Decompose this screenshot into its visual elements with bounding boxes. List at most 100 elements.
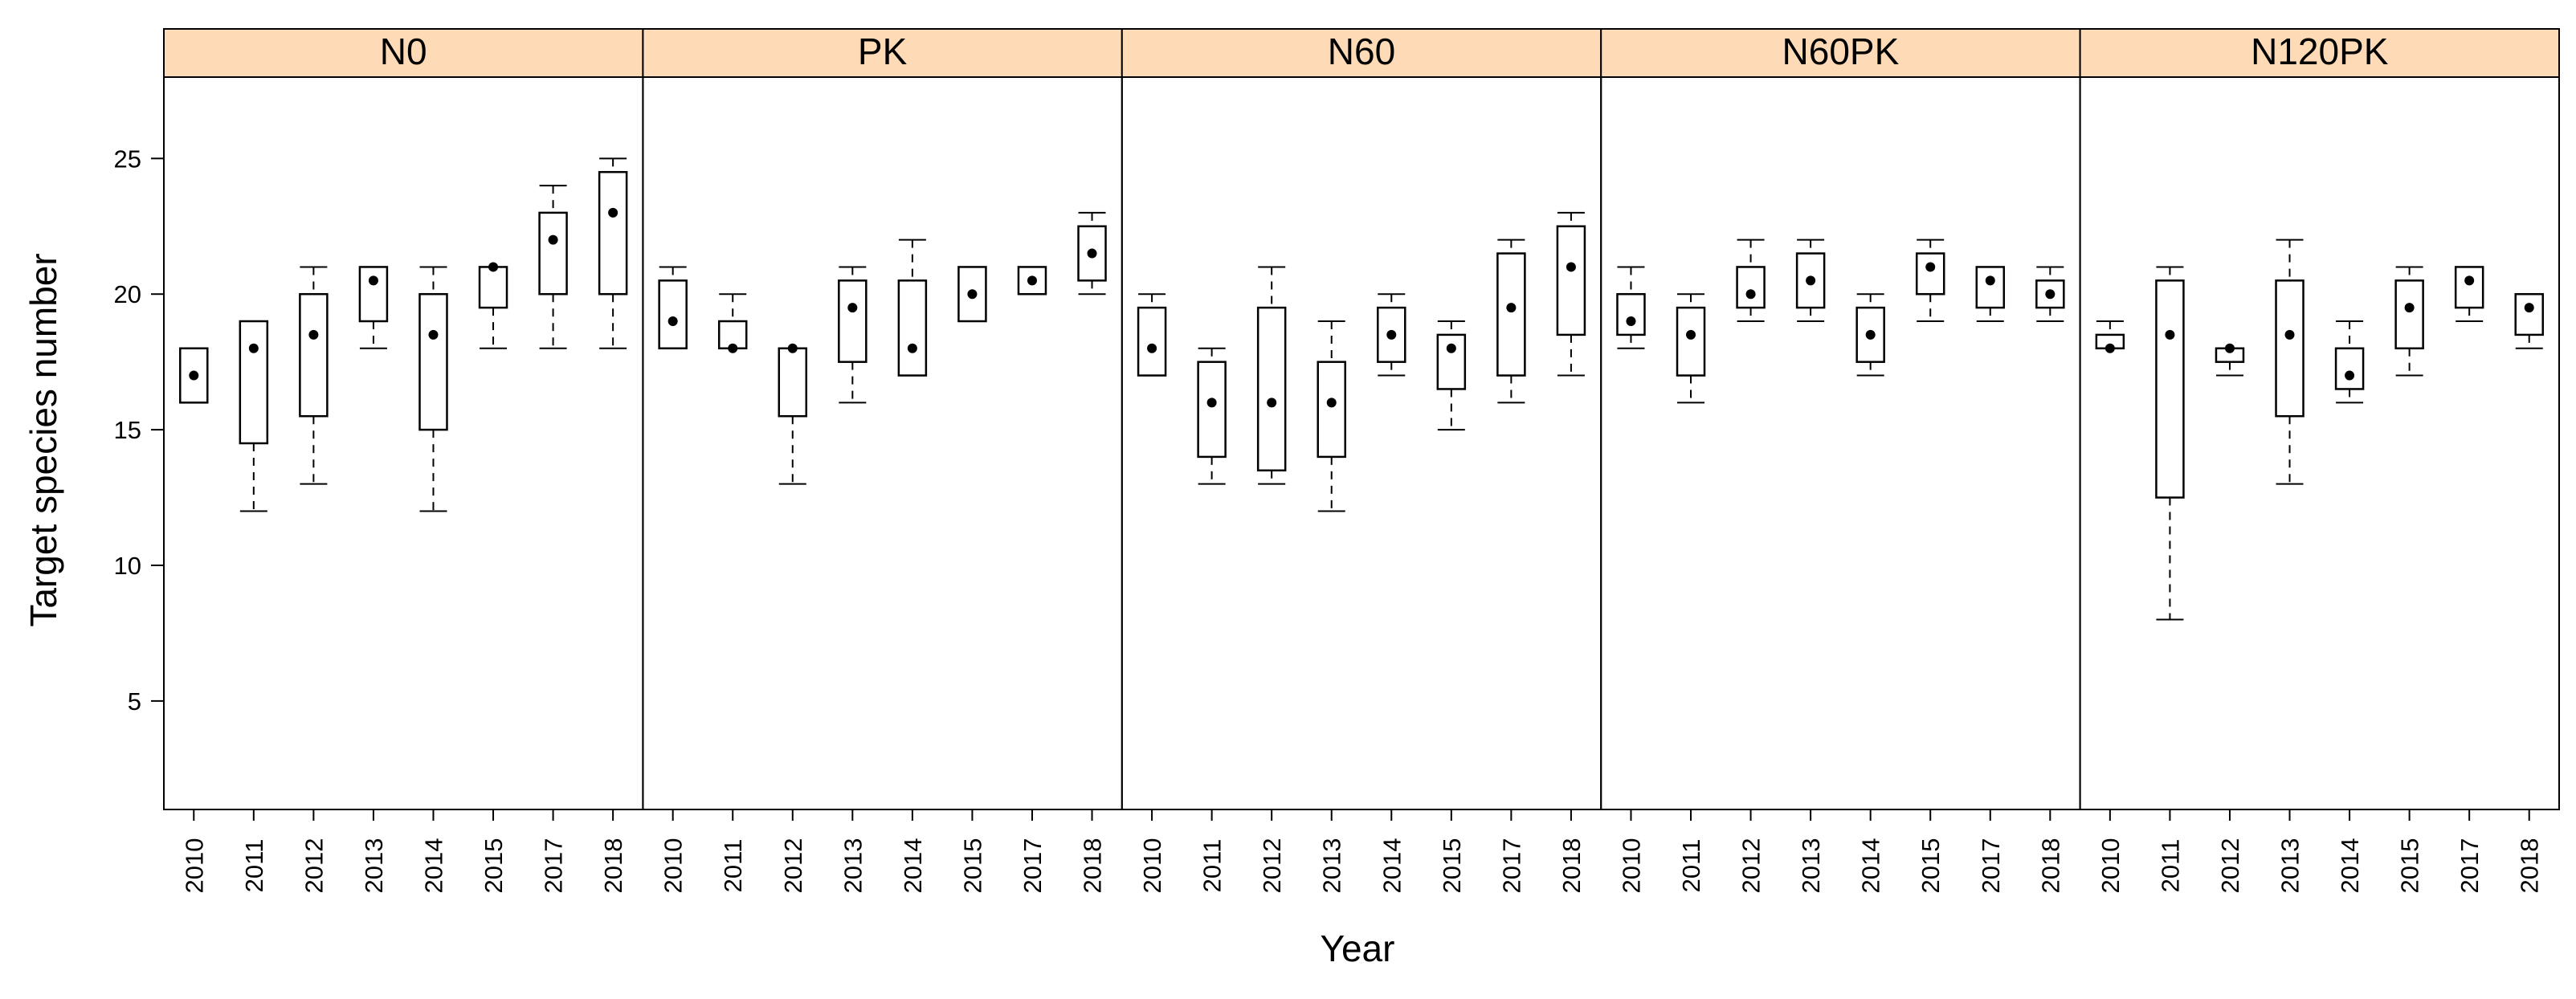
box-n60pk-2015 [1915,239,1945,322]
box-pk-2014 [897,239,928,377]
iqr-box [838,279,868,363]
iqr-box [2275,279,2305,418]
median-dot [2045,289,2055,300]
x-tick-label: 2017 [1019,838,1047,894]
median-dot [1985,275,1995,286]
iqr-box [658,279,688,350]
iqr-box [239,320,269,445]
x-tick-label: 2012 [1737,838,1766,894]
iqr-box [1256,306,1287,472]
iqr-box [1915,252,1945,296]
x-tick-label: 2014 [2336,838,2364,894]
iqr-box [1795,252,1826,309]
iqr-box [1736,266,1766,309]
iqr-box [1676,306,1706,377]
median-dot [1626,316,1636,326]
x-tick-label: 2015 [2396,838,2424,894]
panel-frame [642,76,1123,810]
x-tick-label: 2013 [1318,838,1346,894]
median-dot [2404,303,2415,313]
median-dot [308,329,319,340]
iqr-box [2394,279,2424,350]
median-dot [1206,398,1217,408]
iqr-box [1017,266,1047,296]
median-dot [1386,329,1397,340]
box-n60pk-2011 [1676,293,1706,404]
iqr-box [1197,361,1227,459]
iqr-box [2035,279,2065,309]
box-n0-2010 [179,347,209,404]
median-dot [1506,303,1517,313]
panel-n120pk: N120PK 2010 2011 2012 2013 2014 2015 2017 2018 [2079,28,2561,894]
x-tick-label: 2012 [779,838,807,894]
median-dot [1446,343,1456,353]
x-tick-label: 2011 [719,839,747,893]
x-tick-label: 2013 [839,838,867,894]
median-dot [787,343,798,353]
median-dot [1027,275,1037,286]
median-dot [907,343,917,353]
panel-n60: N60 2010 2011 2012 2013 2014 2015 2017 2018 [1121,28,1602,894]
iqr-box [1377,306,1406,363]
box-n0-2013 [358,266,389,349]
x-tick-label: 2014 [419,838,447,894]
median-dot [2345,370,2355,381]
box-n60-2011 [1197,347,1227,485]
x-tick-label: 2017 [2456,838,2484,894]
box-n0-2011 [239,320,269,512]
iqr-box [478,266,508,309]
box-n120pk-2018 [2514,292,2544,349]
box-n60pk-2012 [1736,239,1766,322]
box-n120pk-2011 [2155,266,2185,621]
x-tick-label: 2010 [2096,838,2125,894]
median-dot [1267,398,1277,408]
median-dot [728,343,738,353]
iqr-box [2334,347,2365,390]
x-tick-label: 2010 [180,838,208,894]
iqr-box [418,292,448,431]
x-tick-label: 2014 [899,838,927,894]
iqr-box [897,279,928,377]
x-tick-label: 2014 [1857,838,1885,894]
iqr-box [778,347,808,418]
x-tick-label: 2011 [240,839,268,893]
median-dot [667,316,678,326]
x-tick-label: 2015 [1917,838,1945,894]
box-n60-2010 [1137,293,1167,377]
median-dot [1326,398,1337,408]
x-tick-label: 2013 [1797,838,1825,894]
x-tick-label: 2017 [1977,838,2005,894]
median-dot [967,289,978,300]
box-n120pk-2012 [2215,343,2245,377]
y-tick-label: 20 [114,280,141,308]
box-n60-2015 [1436,320,1467,431]
box-n60pk-2018 [2035,266,2065,322]
iqr-box [957,266,987,323]
iqr-box [1077,225,1107,282]
x-tick-label: 2017 [1497,838,1525,894]
box-pk-2011 [717,293,748,353]
median-dot [1865,329,1876,340]
box-pk-2015 [957,266,987,323]
iqr-box [1496,252,1526,377]
box-pk-2010 [658,266,688,350]
box-n0-2018 [598,157,628,349]
box-n60-2013 [1317,320,1346,512]
x-tick-label: 2015 [480,838,508,894]
panel-strip-label: PK [858,31,908,72]
x-tick-label: 2018 [1079,838,1107,894]
median-dot [2165,329,2175,340]
median-dot [1686,329,1696,340]
median-dot [2464,275,2475,286]
x-tick-label: 2018 [599,838,627,894]
x-tick-label: 2012 [2216,838,2244,894]
x-tick-label: 2017 [540,838,568,894]
box-n120pk-2013 [2275,239,2305,485]
iqr-box [598,170,628,296]
box-pk-2018 [1077,211,1107,296]
box-n120pk-2014 [2334,320,2365,404]
x-tick-label: 2011 [1677,839,1705,893]
panel-strip-label: N60 [1328,31,1395,72]
panel-strip-label: N60PK [1782,31,1900,72]
box-n60-2012 [1256,266,1287,485]
